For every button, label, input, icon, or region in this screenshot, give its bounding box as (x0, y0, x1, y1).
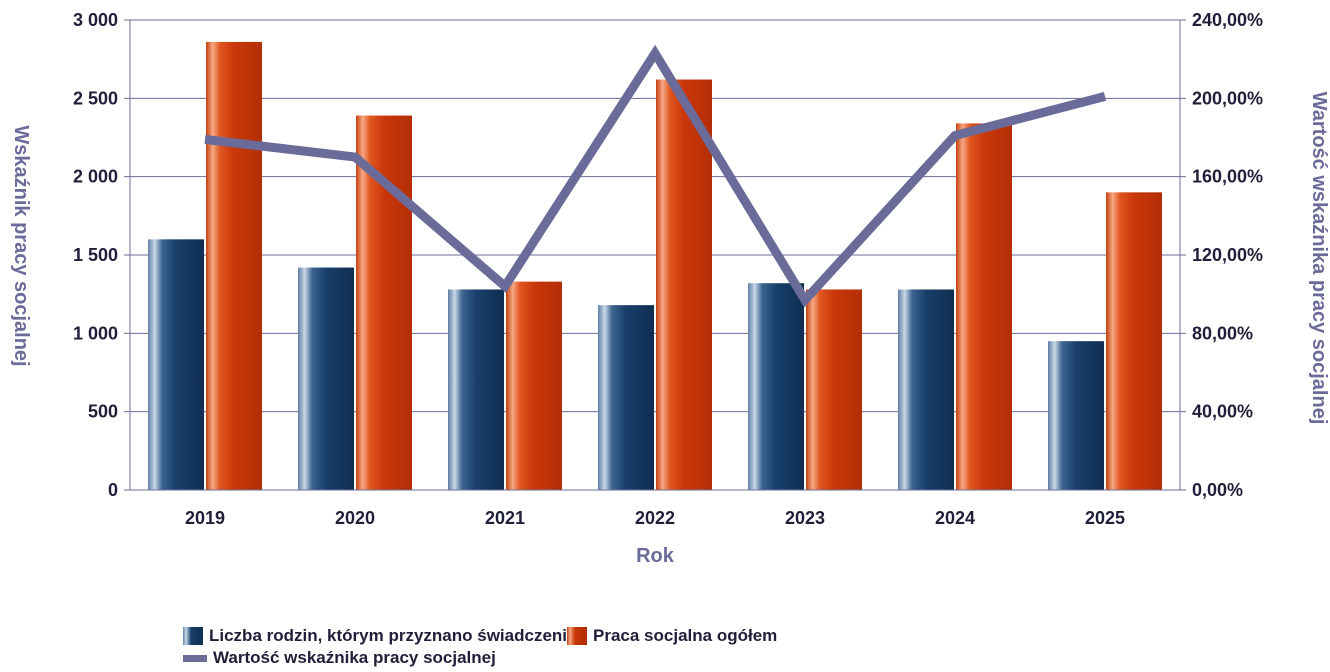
legend: Liczba rodzin, którym przyznano świadcze… (183, 625, 777, 669)
bar-social-work (356, 115, 412, 491)
ratio-line (204, 44, 1107, 308)
legend-label-ratio: Wartość wskaźnika pracy socjalnej (213, 648, 496, 667)
y-tick-label: 2 000 (73, 167, 118, 187)
bar-families (148, 239, 204, 490)
y-tick-label: 1 000 (73, 323, 118, 343)
bar-families (1048, 341, 1104, 490)
legend-swatch-families (183, 627, 203, 645)
x-tick-label: 2022 (635, 508, 675, 528)
y2-tick-label: 200,00% (1192, 88, 1263, 108)
y2-tick-label: 0,00% (1192, 480, 1243, 500)
bars (148, 41, 1162, 491)
bar-families (898, 289, 954, 490)
y-tick-label: 2 500 (73, 88, 118, 108)
x-tick-label: 2025 (1085, 508, 1125, 528)
x-tick-label: 2021 (485, 508, 525, 528)
legend-swatch-ratio (183, 654, 207, 662)
legend-label-families: Liczba rodzin, którym przyznano świadcze… (209, 626, 568, 645)
bar-families (598, 305, 654, 490)
x-tick-label: 2023 (785, 508, 825, 528)
y2-tick-label: 160,00% (1192, 167, 1263, 187)
bar-families (298, 267, 354, 490)
y-tick-label: 1 500 (73, 245, 118, 265)
bar-social-work (806, 289, 862, 490)
bar-social-work (956, 123, 1012, 491)
tick-labels: 0 0,00% 500 40,00% 1 000 80,00% 1 500 120,00% 2 … (73, 10, 1263, 528)
bar-social-work (206, 41, 262, 490)
legend-row-2: Wartość wskaźnika pracy socjalnej (183, 647, 777, 669)
bar-social-work (1106, 192, 1162, 491)
y2-tick-label: 240,00% (1192, 10, 1263, 30)
bar-families (748, 283, 804, 490)
x-tick-label: 2019 (185, 508, 225, 528)
gridlines (130, 19, 1180, 413)
x-tick-label: 2020 (335, 508, 375, 528)
y-tick-label: 3 000 (73, 10, 118, 30)
y2-axis-title: Wartość wskaźnika pracy socjalnej (1308, 92, 1330, 425)
y-tick-label: 0 (108, 480, 118, 500)
x-tick-label: 2024 (935, 508, 975, 528)
y-tick-label: 500 (88, 402, 118, 422)
y2-tick-label: 40,00% (1192, 402, 1253, 422)
y2-tick-label: 80,00% (1192, 323, 1253, 343)
bar-families (448, 289, 504, 490)
y-axis-title: Wskaźnik pracy socjalnej (10, 125, 32, 366)
x-axis-title: Rok (636, 545, 675, 567)
bar-social-work (656, 79, 712, 491)
legend-label-social-work: Praca socjalna ogółem (593, 626, 778, 645)
bar-social-work (506, 281, 562, 490)
axes (124, 19, 1186, 491)
y2-tick-label: 120,00% (1192, 245, 1263, 265)
legend-row-1: Liczba rodzin, którym przyznano świadcze… (183, 625, 777, 647)
legend-swatch-social-work (567, 627, 588, 645)
